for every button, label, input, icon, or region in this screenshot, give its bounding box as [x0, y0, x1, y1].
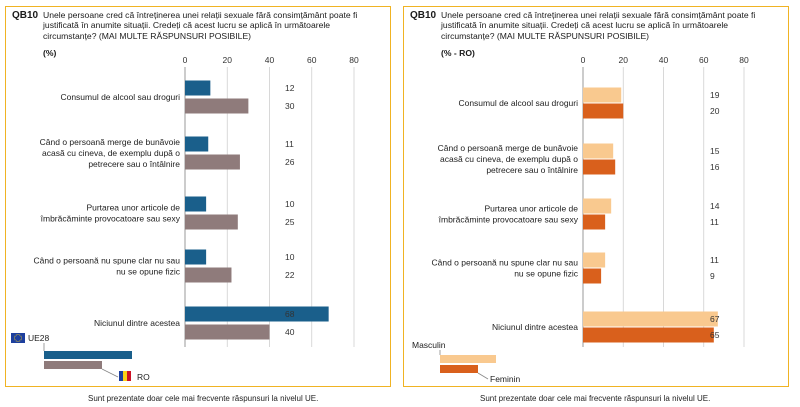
category-label: petrecere sau o întâlnire [486, 165, 578, 175]
category-label: Purtarea unor articole de [86, 203, 180, 213]
bar-ue28 [185, 306, 329, 322]
bar-ue28 [185, 196, 207, 212]
category-label: nu se opune fizic [116, 267, 181, 277]
x-tick-label: 40 [265, 55, 275, 65]
category-label: Consumul de alcool sau droguri [458, 98, 578, 108]
data-label: 68 [285, 309, 295, 319]
data-label: 25 [285, 217, 295, 227]
data-label: 40 [285, 327, 295, 337]
x-tick-label: 80 [739, 55, 749, 65]
legend-label-eu: UE28 [28, 333, 50, 343]
category-label: Purtarea unor articole de [484, 204, 578, 214]
x-tick-label: 0 [183, 55, 188, 65]
question-code: QB10 [12, 10, 39, 21]
data-label: 16 [710, 162, 720, 172]
bar-ue28 [185, 80, 211, 96]
legend-leader [477, 372, 489, 380]
footnote-right: Sunt prezentate doar cele mai frecvente … [480, 394, 711, 403]
bar-ro [185, 214, 238, 230]
bar-ue28 [185, 249, 207, 265]
category-label: acasă cu cineva, de exemplu după o [440, 154, 578, 164]
category-label: Când o persoană nu spune clar nu sau [34, 256, 181, 266]
bar-feminin [583, 214, 606, 230]
bar-masculin [583, 311, 718, 327]
category-label: Niciunul dintre acestea [492, 322, 578, 332]
data-label: 67 [710, 314, 720, 324]
x-tick-label: 80 [349, 55, 359, 65]
legend-swatch-eu [44, 351, 132, 359]
data-label: 11 [710, 217, 719, 227]
x-tick-label: 60 [307, 55, 317, 65]
data-label: 12 [285, 83, 295, 93]
category-label: Când o persoană merge de bunăvoie [438, 143, 579, 153]
x-tick-label: 20 [619, 55, 629, 65]
bar-feminin [583, 268, 602, 284]
bar-feminin [583, 327, 714, 343]
question-text: Unele persoane cred că întreținerea unei… [43, 10, 358, 41]
category-label: Consumul de alcool sau droguri [60, 92, 180, 102]
legend-label-masculin: Masculin [412, 340, 446, 350]
data-label: 14 [710, 201, 720, 211]
bar-masculin [583, 198, 612, 214]
footnote-left: Sunt prezentate doar cele mai frecvente … [88, 394, 319, 403]
units-label: (% - RO) [441, 48, 475, 58]
bar-ro [185, 267, 232, 283]
data-label: 11 [285, 139, 294, 149]
category-label: Când o persoană merge de bunăvoie [40, 137, 181, 147]
bar-ro [185, 154, 240, 170]
data-label: 22 [285, 270, 295, 280]
x-tick-label: 60 [699, 55, 709, 65]
category-label: Când o persoană nu spune clar nu sau [432, 258, 579, 268]
data-label: 10 [285, 252, 295, 262]
data-label: 19 [710, 90, 720, 100]
data-label: 9 [710, 271, 715, 281]
x-tick-label: 0 [581, 55, 586, 65]
data-label: 15 [710, 146, 720, 156]
bar-masculin [583, 252, 606, 268]
legend-swatch-ro [44, 361, 102, 369]
x-tick-label: 40 [659, 55, 669, 65]
question-text: Unele persoane cred că întreținerea unei… [441, 10, 756, 41]
data-label: 10 [285, 199, 295, 209]
category-label: îmbrăcăminte provocatoare sau sexy [40, 214, 181, 224]
legend-label-ro: RO [137, 372, 150, 382]
data-label: 65 [710, 330, 720, 340]
x-tick-label: 20 [223, 55, 233, 65]
bar-masculin [583, 87, 622, 103]
bar-ue28 [185, 136, 209, 152]
category-label: acasă cu cineva, de exemplu după o [42, 148, 180, 158]
legend-swatch-masculin [440, 355, 496, 363]
question-code: QB10 [410, 10, 437, 21]
data-label: 26 [285, 157, 295, 167]
bar-feminin [583, 159, 616, 175]
bar-ro [185, 98, 249, 114]
legend-leader [101, 368, 119, 378]
units-label: (%) [43, 48, 57, 58]
bar-feminin [583, 103, 624, 119]
category-label: nu se opune fizic [514, 269, 579, 279]
legend-swatch-feminin [440, 365, 478, 373]
chart-panel-right: QB10 Unele persoane cred că întreținerea… [403, 6, 789, 387]
bar-chart-eu-ro: 0 20 40 60 80 Consumul de alcool sau droguri C… [11, 55, 359, 382]
legend-label-feminin: Feminin [490, 374, 521, 384]
category-label: Niciunul dintre acestea [94, 318, 180, 328]
eu-flag-icon [11, 333, 25, 343]
chart-panel-left: QB10 Unele persoane cred că întreținerea… [5, 6, 391, 387]
ro-flag-icon [119, 371, 131, 381]
category-label: petrecere sau o întâlnire [88, 159, 180, 169]
bar-masculin [583, 143, 614, 159]
category-label: îmbrăcăminte provocatoare sau sexy [438, 215, 579, 225]
data-label: 30 [285, 101, 295, 111]
bar-ro [185, 324, 270, 340]
data-label: 11 [710, 255, 719, 265]
data-label: 20 [710, 106, 720, 116]
bar-chart-gender-ro: 0 20 40 60 80 Consumul de alcool sau droguri C… [412, 55, 749, 384]
